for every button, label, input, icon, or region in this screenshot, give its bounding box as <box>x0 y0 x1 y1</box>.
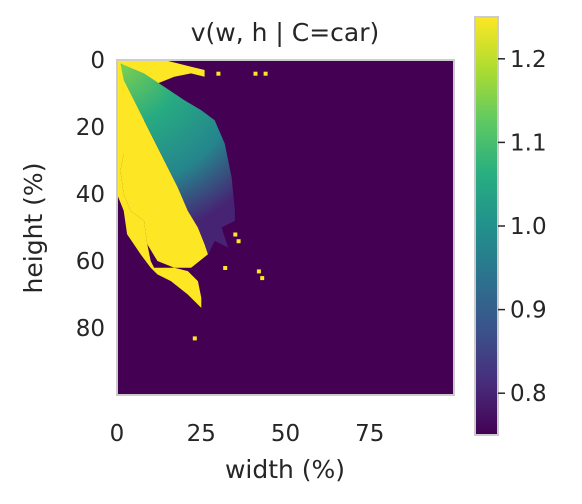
heatmap-cell <box>253 71 258 76</box>
x-tick-label: 50 <box>271 421 300 447</box>
y-tick-label: 60 <box>76 249 105 275</box>
y-tick-label: 20 <box>76 115 105 141</box>
chart-title: v(w, h | C=car) <box>191 18 380 47</box>
colorbar-tick-label: 0.9 <box>510 298 547 324</box>
heatmap-cell <box>216 71 221 76</box>
y-tick-label: 40 <box>76 182 105 208</box>
heatmap-region-gradient-wedge <box>120 63 235 255</box>
x-axis-label: width (%) <box>225 455 345 484</box>
heatmap-cell <box>263 71 268 76</box>
y-tick-label: 0 <box>90 48 105 74</box>
x-tick-label: 25 <box>187 421 216 447</box>
colorbar <box>474 16 499 436</box>
x-tick-label: 75 <box>355 421 384 447</box>
heatmap-area <box>117 60 454 395</box>
colorbar-tick-label: 1.0 <box>510 214 547 240</box>
heatmap-region-saturated-wedge-lower <box>120 80 208 268</box>
heatmap-cell <box>236 239 241 244</box>
heatmap-cell <box>233 232 238 237</box>
colorbar-tick-label: 1.2 <box>510 47 547 73</box>
y-tick-label: 80 <box>76 316 105 342</box>
x-tick-label: 0 <box>110 421 125 447</box>
colorbar-tick-label: 1.1 <box>510 130 547 156</box>
y-axis-label: height (%) <box>19 163 48 294</box>
heatmap-cell <box>260 276 265 281</box>
heatmap-cell <box>192 336 197 341</box>
plot-frame <box>116 59 455 396</box>
colorbar-tick-label: 0.8 <box>510 381 547 407</box>
heatmap-cell <box>256 269 261 274</box>
heatmap-cell <box>223 266 228 270</box>
